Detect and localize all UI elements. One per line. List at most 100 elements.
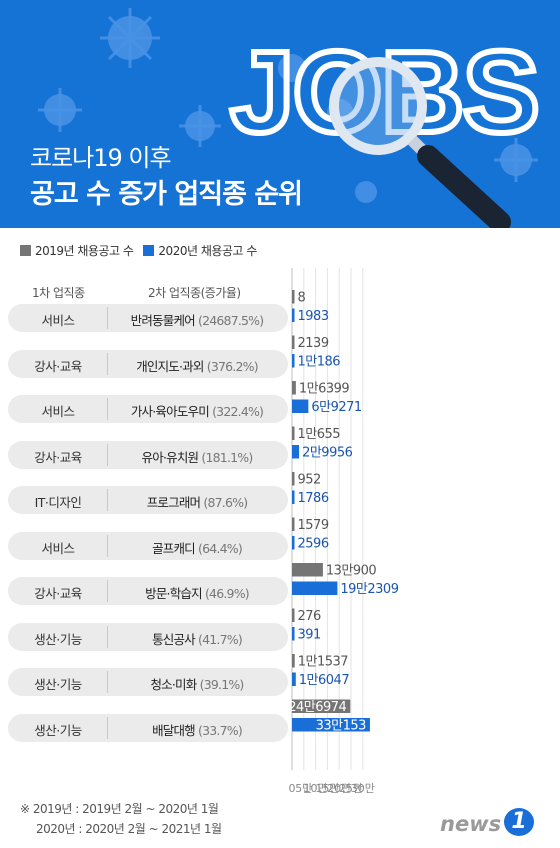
secondary-category-name: 청소·미화 [150,677,200,692]
primary-category-label: 서비스 [41,313,75,328]
value-label-2019: 1만1537 [298,655,349,670]
value-label-2019: 24만6974 [288,700,346,715]
bar-2020 [292,672,296,686]
growth-rate-label: (46.9%) [204,586,250,601]
bar-2020 [292,718,370,732]
row-divider [107,625,108,648]
bar-2019 [292,426,295,440]
value-label-2019: 8 [298,291,306,306]
category-row: 강사·교육 방문·학습지 (46.9%) [8,577,288,605]
value-label-2019: 13만900 [326,564,377,579]
bar-2019 [292,608,295,622]
row-divider [107,489,108,511]
growth-rate-label: (181.1%) [201,449,253,465]
category-row: 강사·교육 개인지도·과외 (376.2%) [8,349,288,378]
primary-category-label: IT·디자인 [34,495,82,510]
news1-logo-badge: 1 [504,808,534,836]
category-row: 서비스 골프캐디 (64.4%) [8,531,288,560]
bar-2019 [292,472,295,486]
secondary-category-label: 유아·유치원 (181.1%) [108,447,286,466]
bar-2020 [292,354,295,368]
title-line-2: 공고 수 증가 업직종 순위 [30,179,303,210]
secondary-category-label: 배달대행 (33.7%) [108,720,286,739]
growth-rate-label: (41.7%) [198,631,243,647]
secondary-category-name: 골프캐디 [152,540,199,556]
secondary-category-label: 골프캐디 (64.4%) [108,538,286,557]
x-tick-label: 0 [289,782,296,795]
bar-2019 [292,381,296,395]
bar-2019 [292,654,295,668]
legend-item-2020: 2020년 채용공고 수 [143,242,257,259]
category-row: IT·디자인 프로그래머 (87.6%) [8,486,288,514]
secondary-category-name: 방문·학습지 [145,586,205,601]
growth-rate-label: (24687.5%) [198,313,264,328]
row-divider [107,443,108,466]
x-tick-label: 20만 [327,782,351,795]
growth-rate-label: (322.4%) [212,404,264,419]
bar-2019 [292,563,323,577]
value-label-2020: 6만9271 [311,400,362,415]
secondary-category-name: 프로그래머 [146,495,204,510]
news1-logo: news 1 [440,808,540,838]
secondary-category-name: 통신공사 [152,631,199,647]
primary-category-label: 강사·교육 [34,586,82,601]
x-tick-label: 30만 [351,782,375,795]
secondary-category-label: 가사·육아도우미 (322.4%) [108,401,286,420]
value-label-2020: 2596 [298,537,329,552]
secondary-category-name: 반려동물케어 [130,313,199,328]
footnote-line-1: ※ 2019년 : 2019년 2월 ~ 2020년 1월 [20,802,219,816]
category-row: 생산·기능 청소·미화 (39.1%) [8,668,288,696]
primary-category-label: 서비스 [41,540,75,556]
bar-2020 [292,445,300,459]
x-tick-label: 15만 [315,782,339,795]
legend-swatch-2020 [143,245,155,256]
primary-category-label: 생산·기능 [34,677,82,692]
value-label-2019: 2139 [298,336,329,351]
value-label-2019: 276 [298,609,322,624]
footnote-line-2: 2020년 : 2020년 2월 ~ 2021년 1월 [36,822,222,836]
secondary-category-label: 개인지도·과외 (376.2%) [108,356,286,375]
value-label-2020: 1만186 [298,355,341,370]
row-divider [107,398,108,420]
bar-2020 [292,399,309,413]
growth-rate-label: (376.2%) [206,358,259,374]
category-row: 서비스 반려동물케어 (24687.5%) [8,304,288,332]
x-tick-label: 5만 [295,782,312,795]
column-header-secondary: 2차 업직종(증가율) [148,286,241,300]
secondary-category-name: 가사·육아도우미 [130,404,213,419]
legend: 2019년 채용공고 수 2020년 채용공고 수 [20,242,267,259]
growth-rate-label: (33.7%) [198,722,243,738]
secondary-category-name: 유아·유치원 [141,449,202,465]
category-row: 생산·기능 통신공사 (41.7%) [8,622,288,651]
value-label-2019: 1579 [298,518,329,533]
row-divider [107,534,108,557]
primary-category-label: 생산·기능 [34,722,82,738]
value-label-2020: 2만9956 [302,446,353,461]
header-graphic: JOBS [38,8,543,228]
primary-category-label: 강사·교육 [34,358,82,374]
title-line-1: 코로나19 이후 [30,144,172,172]
bar-2020 [292,308,295,322]
value-label-2020: 33만153 [316,719,367,734]
value-label-2020: 1983 [298,309,329,324]
news1-logo-text: news [440,812,502,836]
secondary-category-label: 통신공사 (41.7%) [108,629,286,648]
bar-2020 [292,490,295,504]
row-divider [107,307,108,329]
category-row: 생산·기능 배달대행 (33.7%) [8,713,288,742]
bar-2019 [292,517,295,531]
jobs-wordmark: JOBS [230,27,538,157]
bar-2019 [292,335,295,349]
x-tick-label: 10만 [304,782,328,795]
column-header-primary: 1차 업직종 [32,286,85,300]
secondary-category-name: 배달대행 [152,722,199,738]
bar-chart: 8 1983 2139 1만186 1만6399 6만9271 1만655 2만9956 952… [288,268,399,795]
value-label-2020: 1만6047 [299,673,350,688]
bar-2019 [292,290,295,304]
virus-spikes-icon [38,8,538,182]
primary-category-label: 생산·기능 [34,631,82,647]
category-row: 서비스 가사·육아도우미 (322.4%) [8,395,288,423]
value-label-2020: 391 [298,628,322,643]
row-divider [107,671,108,693]
bar-2020 [292,581,338,595]
